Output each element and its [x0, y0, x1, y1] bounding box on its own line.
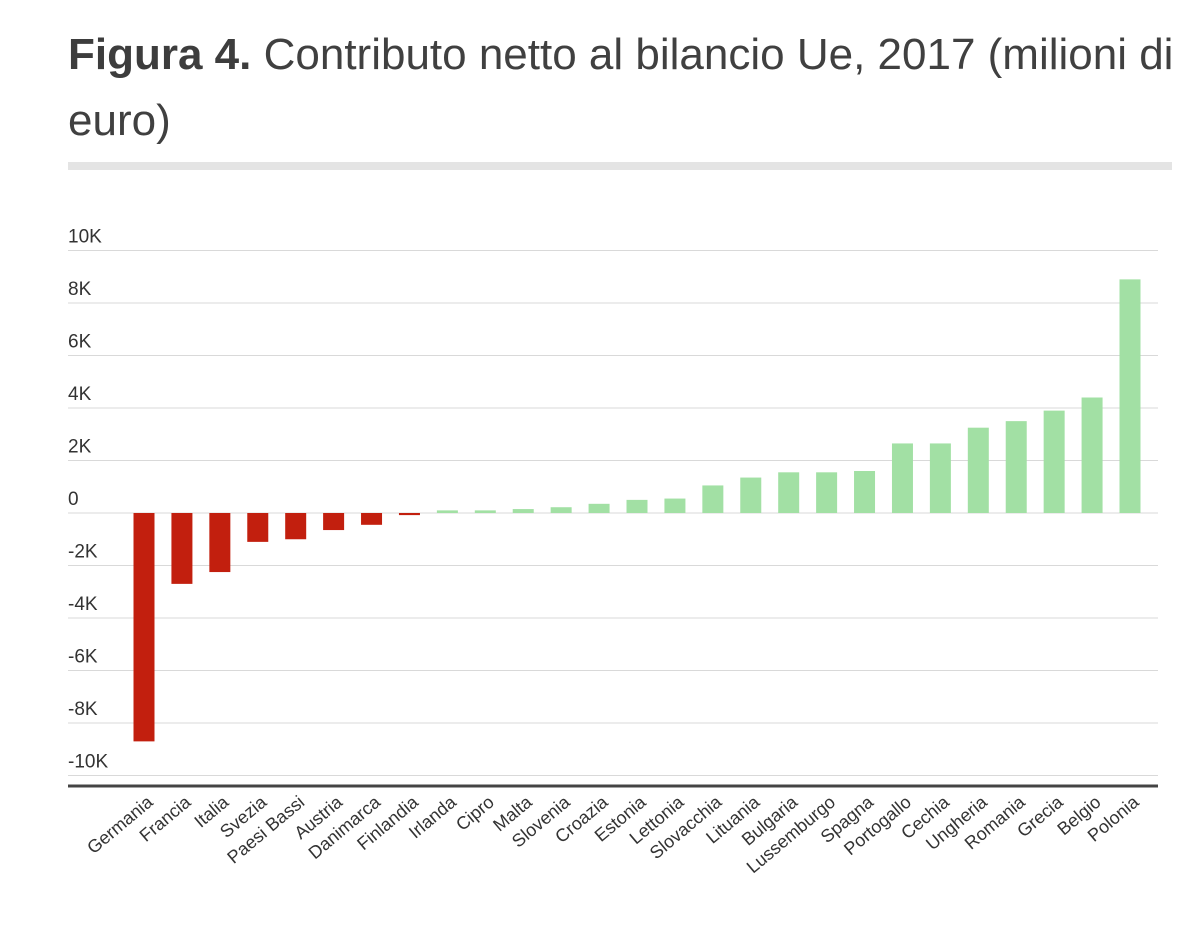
title-divider — [68, 162, 1172, 170]
y-tick-label: 8K — [68, 279, 92, 300]
figure-number: Figura 4. — [68, 30, 252, 79]
y-tick-label: -10K — [68, 752, 108, 773]
y-tick-label: 10K — [68, 227, 102, 248]
bar-lussemburgo — [816, 472, 838, 513]
bar-bulgaria — [778, 472, 800, 513]
bar-malta — [512, 509, 534, 513]
bar-austria — [323, 513, 345, 531]
y-tick-label: -2K — [68, 542, 98, 563]
y-tick-label: 2K — [68, 437, 92, 458]
bar-polonia — [1119, 279, 1141, 513]
bar-paesi-bassi — [285, 513, 307, 540]
bar-slovacchia — [702, 485, 724, 513]
bar-slovenia — [550, 507, 572, 513]
bar-germania — [133, 513, 155, 742]
bar-francia — [171, 513, 193, 584]
bar-belgio — [1081, 397, 1103, 513]
bar-estonia — [626, 499, 648, 513]
bar-danimarca — [361, 513, 383, 525]
y-tick-label: 4K — [68, 384, 92, 405]
y-tick-label: -8K — [68, 699, 98, 720]
bar-grecia — [1043, 410, 1065, 513]
y-tick-label: -6K — [68, 647, 98, 668]
bar-lituania — [740, 477, 762, 513]
bars — [133, 279, 1141, 742]
bar-svezia — [247, 513, 269, 542]
x-tick-label: Cipro — [452, 792, 498, 835]
bar-spagna — [854, 471, 876, 513]
bar-romania — [1005, 421, 1027, 513]
bar-finlandia — [398, 513, 420, 516]
gridlines — [68, 250, 1158, 776]
bar-croazia — [588, 503, 610, 513]
y-tick-label: 0 — [68, 489, 79, 510]
bar-cechia — [929, 443, 951, 513]
chart-title: Figura 4. Contributo netto al bilancio U… — [68, 22, 1178, 154]
bar-irlanda — [436, 510, 458, 513]
y-tick-label: 6K — [68, 332, 92, 353]
y-tick-label: -4K — [68, 594, 98, 615]
bar-cipro — [474, 510, 496, 513]
bar-italia — [209, 513, 231, 573]
bar-lettonia — [664, 498, 686, 513]
title-text: Contributo netto al bilancio Ue, 2017 (m… — [68, 30, 1174, 145]
bar-portogallo — [891, 443, 913, 513]
y-axis-labels: 10K 8K 6K 4K 2K 0 -2K -4K -6K -8K -10K — [68, 227, 108, 773]
bar-chart: 10K 8K 6K 4K 2K 0 -2K -4K -6K -8K -10K GermaniaFra… — [68, 227, 1158, 877]
bar-ungheria — [967, 427, 989, 513]
